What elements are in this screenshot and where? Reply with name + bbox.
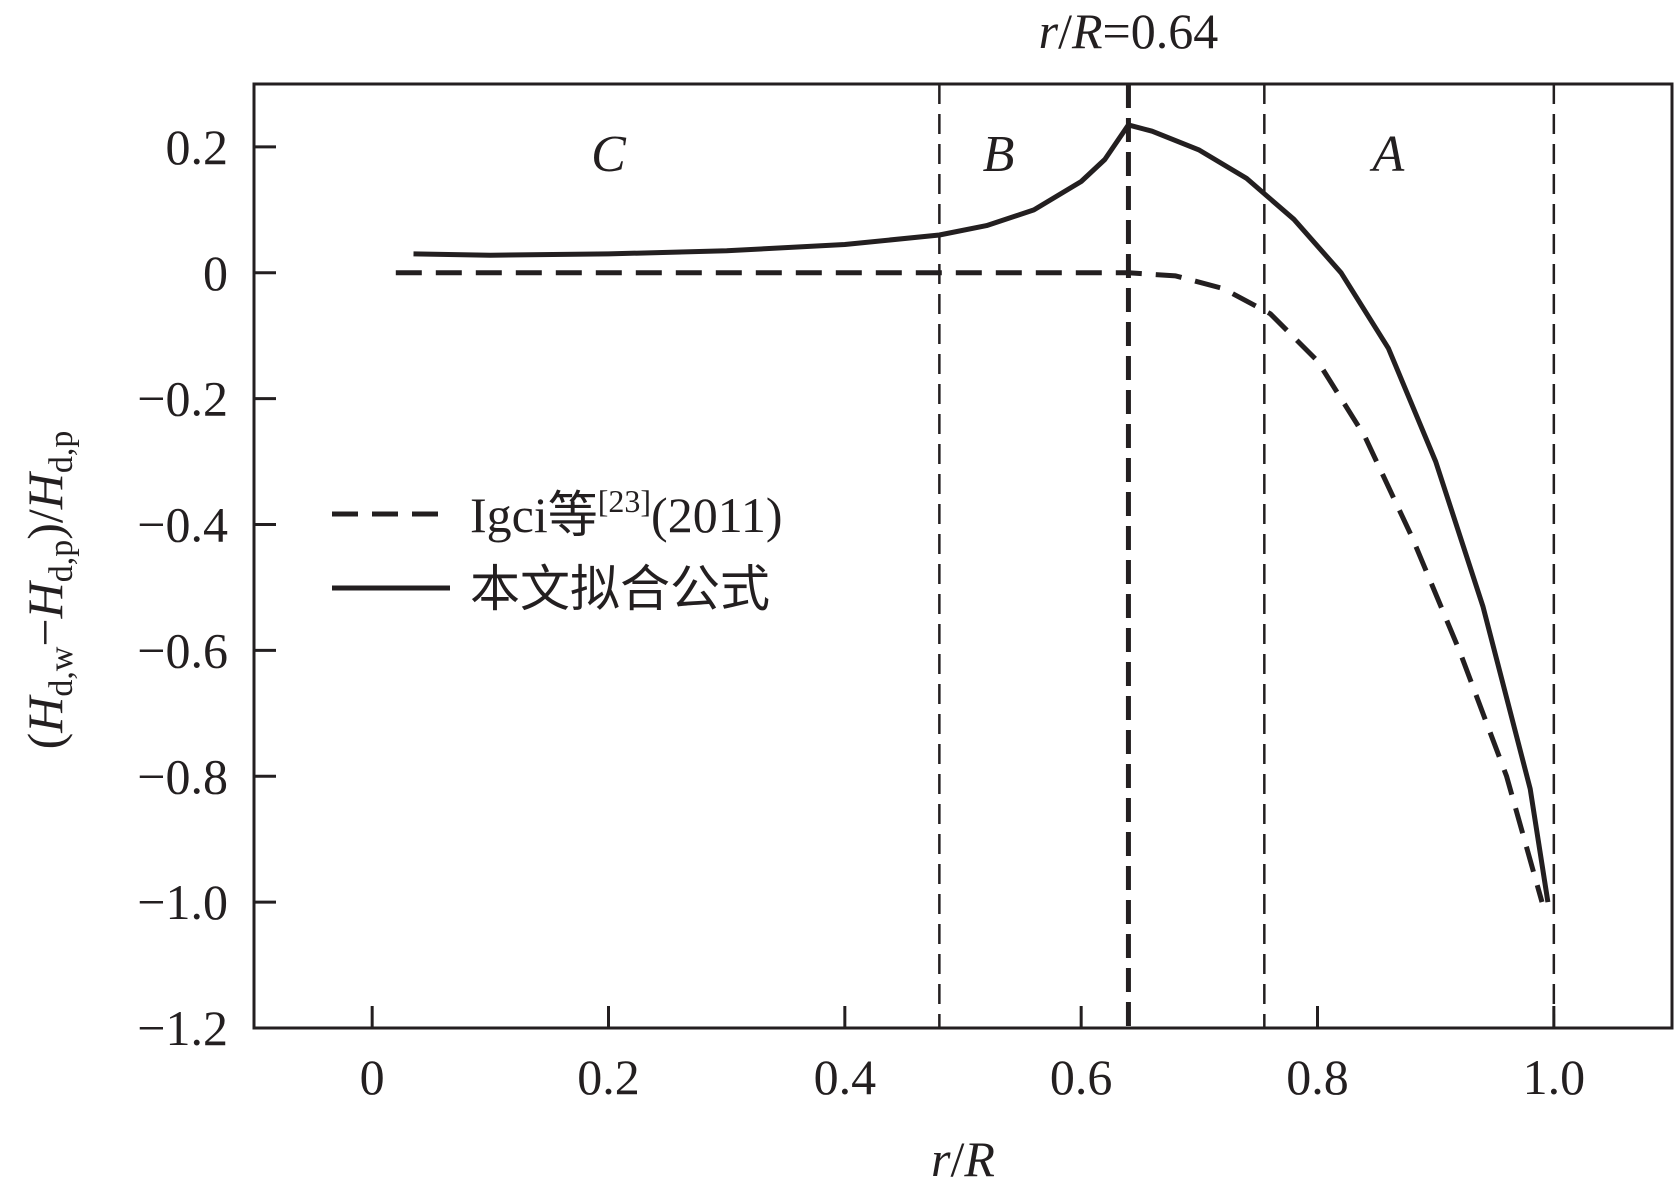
- y-tick-label-1: 0: [203, 245, 228, 301]
- x-tick-label-3: 0.6: [1050, 1049, 1113, 1105]
- top-annotation: r/R=0.64: [1039, 3, 1219, 59]
- x-tick-label-5: 1.0: [1523, 1049, 1586, 1105]
- y-tick-label-0: 0.2: [166, 119, 229, 175]
- legend: Igci等[23](2011) 本文拟合公式: [332, 483, 783, 617]
- x-tick-label-2: 0.4: [814, 1049, 877, 1105]
- legend-label-igci-tail: (2011): [651, 487, 782, 543]
- y-axis-title-close: )/: [17, 509, 73, 540]
- y-tick-label-7: −1.2: [137, 1000, 228, 1056]
- tick-layer: 0 0.2 0.4 0.6 0.8 1.0 0.2 0 −0.2 −0.4 −0.6 −0.8 −1.0…: [137, 119, 1585, 1105]
- series-line-0: [395, 270, 1545, 903]
- x-axis-title: r/R: [931, 1131, 995, 1187]
- y-tick-label-6: −1.0: [137, 874, 228, 930]
- x-axis-title-sep: /: [951, 1131, 965, 1187]
- x-axis-title-r: r: [931, 1131, 951, 1187]
- y-axis-title-sub1: d,w: [43, 646, 80, 697]
- legend-label-fit: 本文拟合公式: [470, 561, 770, 617]
- region-label-A: A: [1370, 126, 1405, 183]
- top-annotation-r: r: [1039, 3, 1059, 59]
- y-tick-label-5: −0.8: [137, 748, 228, 804]
- top-annotation-R: R: [1071, 3, 1103, 59]
- x-tick-label-1: 0.2: [577, 1049, 640, 1105]
- x-axis-title-R: R: [963, 1131, 995, 1187]
- region-label-B: B: [983, 126, 1015, 183]
- top-annotation-value: =0.64: [1103, 3, 1219, 59]
- y-axis-title-h3: H: [17, 470, 73, 510]
- y-tick-label-2: −0.2: [137, 371, 228, 427]
- x-tick-label-0: 0: [360, 1049, 385, 1105]
- y-axis-title-sub3: d,p: [43, 431, 80, 474]
- plot-frame: [252, 82, 1674, 1030]
- legend-label-igci: Igci等[23](2011): [470, 483, 783, 543]
- region-label-C: C: [591, 126, 627, 183]
- legend-label-igci-main: Igci等: [470, 487, 598, 543]
- y-axis-title-h2: H: [17, 579, 73, 619]
- y-axis-title-minus: −: [17, 618, 73, 646]
- top-annotation-sep: /: [1058, 3, 1072, 59]
- series-line-1: [413, 122, 1551, 903]
- y-axis-title-h1: H: [17, 694, 73, 734]
- y-axis-title-sub2: d,p: [43, 540, 80, 583]
- y-tick-label-4: −0.6: [137, 622, 228, 678]
- y-tick-label-3: −0.4: [137, 497, 228, 553]
- y-axis-title-open: (: [17, 733, 73, 750]
- x-tick-label-4: 0.8: [1286, 1049, 1349, 1105]
- legend-label-igci-sup: [23]: [598, 483, 651, 519]
- y-axis-title: (Hd,w−Hd,p)/Hd,p: [17, 431, 80, 750]
